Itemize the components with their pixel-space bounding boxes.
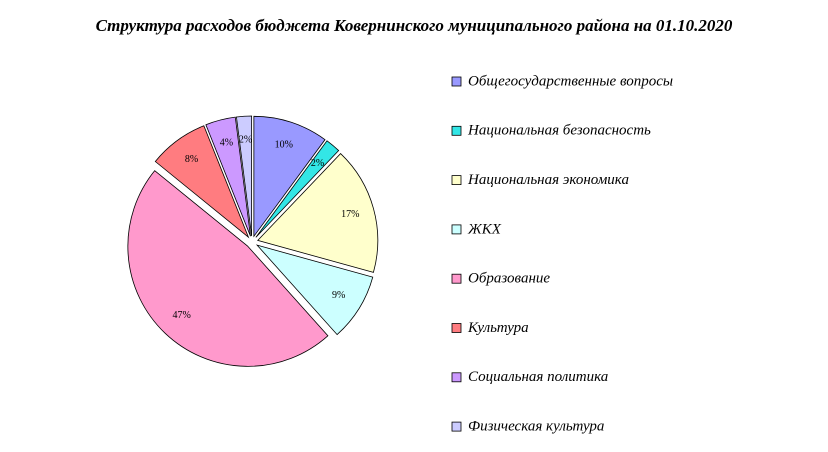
- legend-swatch: [451, 273, 462, 284]
- legend-swatch: [451, 323, 462, 333]
- data-label: 9%: [332, 290, 345, 301]
- legend-label: Культура: [467, 320, 529, 336]
- pie-slice: [255, 140, 340, 238]
- pie-slice: [127, 170, 329, 367]
- legend-swatch: [451, 125, 462, 136]
- data-label: 10%: [275, 139, 293, 150]
- legend-label: Национальная безопасность: [467, 123, 651, 139]
- legend-swatch: [451, 175, 462, 186]
- legend-label: Социальная политика: [468, 369, 608, 385]
- data-label: 2%: [311, 158, 324, 169]
- pie-slice: [235, 115, 253, 237]
- chart-title: Структура расходов бюджета Ковернинского…: [96, 16, 733, 35]
- legend-label: Общегосударственные вопросы: [468, 73, 673, 89]
- legend-swatch: [451, 421, 462, 432]
- legend-label: ЖКХ: [467, 221, 502, 237]
- data-label: 47%: [172, 310, 190, 321]
- data-label: 2%: [239, 135, 252, 146]
- legend-swatch: [451, 224, 462, 235]
- pie-slice: [205, 116, 251, 237]
- data-label: 4%: [220, 138, 233, 149]
- legend-swatch: [451, 372, 462, 383]
- pie-slice: [253, 115, 326, 238]
- data-label: 17%: [341, 209, 359, 220]
- legend-swatch: [451, 76, 462, 87]
- legend-label: Образование: [468, 271, 550, 287]
- legend-label: Физическая культура: [468, 419, 604, 435]
- pie-slice: [257, 152, 379, 273]
- data-label: 8%: [185, 154, 198, 165]
- pie-slice: [154, 125, 250, 239]
- legend-label: Национальная экономика: [467, 172, 629, 188]
- pie-slice: [255, 244, 374, 336]
